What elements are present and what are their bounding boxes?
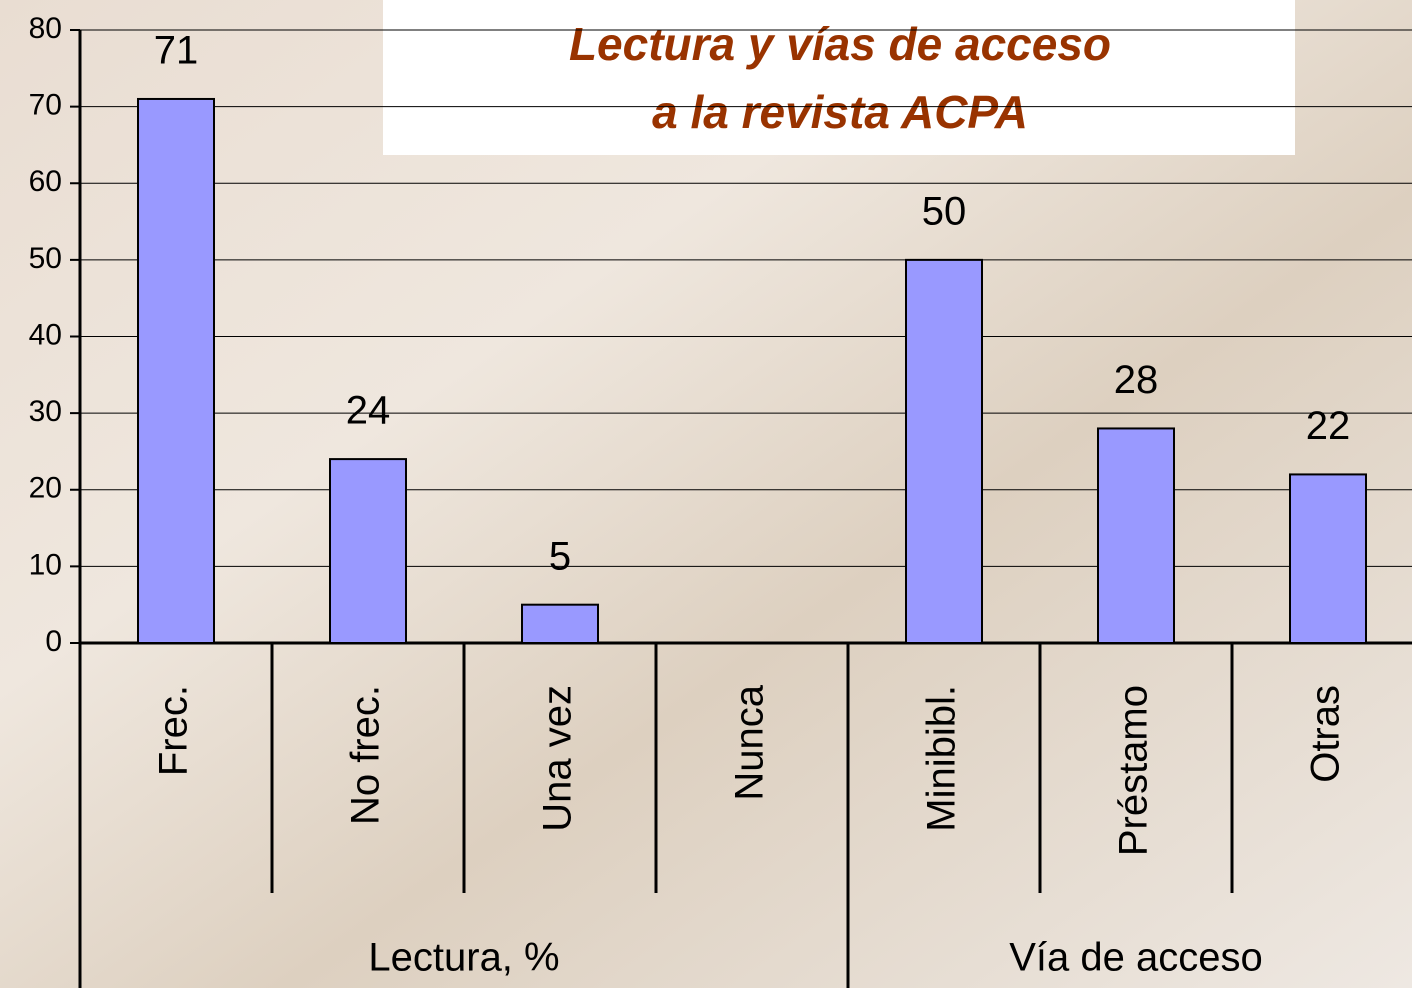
title-box (383, 0, 1295, 155)
x-tick-label: Otras (1304, 685, 1348, 783)
x-tick-label: Minibibl. (920, 685, 964, 832)
chart-title: a la revista ACPA (652, 86, 1028, 138)
y-tick-label: 0 (45, 625, 62, 658)
bar (521, 603, 599, 644)
y-tick-label: 30 (29, 395, 62, 428)
y-tick-label: 60 (29, 165, 62, 198)
chart-title: Lectura y vías de acceso (569, 18, 1111, 70)
x-tick-label: Nunca (728, 684, 772, 800)
y-tick-label: 10 (29, 548, 62, 581)
bar (1097, 427, 1175, 645)
bar (329, 458, 407, 644)
data-label: 22 (1306, 404, 1351, 448)
y-tick-label: 20 (29, 472, 62, 505)
data-label: 28 (1114, 358, 1159, 402)
x-tick-label: Préstamo (1112, 685, 1156, 856)
y-tick-label: 50 (29, 242, 62, 275)
data-label: 5 (549, 534, 571, 578)
x-tick-label: No frec. (344, 685, 388, 825)
data-label: 50 (922, 189, 967, 233)
group-label: Vía de acceso (1009, 936, 1263, 980)
y-tick-label: 40 (29, 318, 62, 351)
y-tick-label: 70 (29, 89, 62, 122)
bar (1289, 473, 1367, 644)
data-label: 71 (154, 29, 199, 73)
group-label: Lectura, % (368, 936, 559, 980)
y-tick-label: 80 (29, 12, 62, 45)
bar (905, 258, 983, 644)
x-tick-label: Una vez (536, 685, 580, 832)
x-tick-label: Frec. (152, 685, 196, 776)
bar (137, 97, 215, 644)
data-label: 24 (346, 389, 391, 433)
